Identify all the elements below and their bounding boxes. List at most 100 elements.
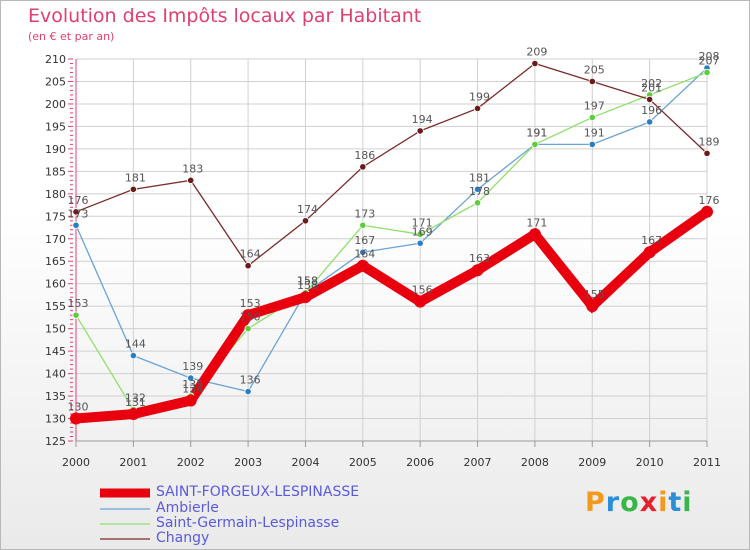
- point-saint-forgeux-lespinasse-2009: [586, 300, 599, 313]
- point-saint-germain-lespinasse-2005: [359, 221, 367, 229]
- logo-letter: P: [585, 487, 606, 518]
- point-changy-2010: [646, 95, 654, 104]
- label-saint-germain-lespinasse-2011: 207: [699, 54, 720, 67]
- point-ambierle-2001: [129, 352, 137, 360]
- xtick-label-2007: 2007: [464, 456, 492, 469]
- point-changy-2004: [301, 217, 310, 225]
- xtick-label-2000: 2000: [62, 456, 90, 469]
- point-saint-germain-lespinasse-2006: [416, 230, 424, 238]
- point-saint-germain-lespinasse-2000: [72, 311, 80, 319]
- logo-letter: t: [668, 487, 683, 518]
- point-ambierle-2003: [244, 387, 252, 396]
- label-changy-2008: 209: [526, 45, 547, 58]
- label-ambierle-2005: 167: [354, 234, 375, 247]
- point-ambierle-2000: [72, 221, 80, 229]
- logo-letter: o: [620, 487, 640, 518]
- point-saint-germain-lespinasse-2011: [703, 68, 711, 77]
- label-saint-germain-lespinasse-2000: 153: [68, 297, 89, 310]
- legend-label-saint-forgeux: SAINT-FORGEUX-LESPINASSE: [156, 484, 360, 500]
- xtick-label-2008: 2008: [521, 456, 549, 469]
- label-saint-forgeux-lespinasse-2006: 156: [412, 284, 433, 297]
- label-saint-germain-lespinasse-2004: 158: [297, 275, 318, 288]
- point-changy-2002: [187, 176, 195, 184]
- xtick-label-2006: 2006: [406, 456, 434, 469]
- label-saint-germain-lespinasse-2006: 171: [412, 216, 433, 229]
- point-saint-germain-lespinasse-2009: [588, 113, 596, 122]
- chart-title: Evolution des Impôts locaux par Habitant: [28, 5, 422, 27]
- label-saint-germain-lespinasse-2010: 202: [641, 77, 662, 90]
- point-saint-forgeux-lespinasse-2005: [356, 259, 369, 272]
- ytick-label-195: 195: [45, 120, 66, 133]
- label-saint-forgeux-lespinasse-2011: 176: [699, 194, 720, 207]
- point-saint-forgeux-lespinasse-2006: [414, 295, 427, 308]
- logo-letter: x: [639, 487, 659, 518]
- ytick-label-175: 175: [45, 210, 66, 223]
- legend-swatch-ambierle: [100, 508, 150, 510]
- logo-letter: i: [658, 487, 669, 518]
- label-ambierle-2000: 173: [68, 207, 89, 220]
- point-saint-forgeux-lespinasse-2000: [70, 412, 82, 425]
- label-changy-2007: 199: [469, 90, 490, 103]
- legend-label-changy: Changy: [156, 530, 210, 546]
- point-saint-germain-lespinasse-2007: [473, 199, 482, 207]
- point-saint-forgeux-lespinasse-2011: [701, 205, 713, 218]
- label-ambierle-2008: 191: [526, 126, 547, 139]
- label-saint-forgeux-lespinasse-2007: 163: [469, 252, 490, 265]
- label-ambierle-2011: 208: [699, 50, 720, 63]
- point-changy-2009: [588, 77, 596, 86]
- label-changy-2010: 201: [641, 81, 662, 94]
- series-line-changy: [75, 62, 708, 267]
- legend-label-saint-germain: Saint-Germain-Lespinasse: [156, 515, 340, 531]
- ytick-label-140: 140: [45, 368, 66, 381]
- label-saint-germain-lespinasse-2007: 178: [469, 185, 490, 198]
- point-saint-forgeux-lespinasse-2003: [242, 309, 255, 322]
- series-dots: [70, 59, 713, 425]
- point-changy-2007: [473, 104, 482, 113]
- ytick-label-155: 155: [45, 300, 66, 313]
- ytick-label-170: 170: [45, 233, 66, 246]
- label-ambierle-2004: 158: [297, 275, 318, 288]
- label-changy-2009: 205: [584, 63, 605, 76]
- legend-swatch-changy: [100, 538, 150, 540]
- xtick-label-2004: 2004: [291, 456, 319, 469]
- logo-letter: i: [682, 487, 693, 518]
- legend-swatch-saint-germain: [100, 523, 150, 525]
- proxiti-logo: Proxiti: [585, 487, 693, 518]
- label-saint-forgeux-lespinasse-2008: 171: [526, 216, 547, 229]
- series-lines: [75, 62, 710, 424]
- label-ambierle-2002: 139: [182, 360, 203, 373]
- point-changy-2003: [244, 262, 252, 270]
- chart-subtitle: (en € et par an): [28, 30, 115, 43]
- label-changy-2006: 194: [412, 113, 433, 126]
- label-changy-2001: 181: [125, 171, 146, 184]
- data-labels: 130 1311341531581641561631711551671761731…: [68, 45, 720, 413]
- ytick-label-205: 205: [45, 75, 66, 88]
- point-saint-forgeux-lespinasse-2008: [528, 228, 541, 241]
- ytick-label-130: 130: [45, 413, 66, 426]
- grid: [75, 58, 708, 442]
- point-ambierle-2005: [359, 248, 367, 256]
- point-changy-2000: [72, 208, 80, 216]
- label-ambierle-2007: 181: [469, 171, 490, 184]
- point-changy-2006: [416, 127, 424, 135]
- label-saint-forgeux-lespinasse-2003: 153: [240, 297, 261, 310]
- series-line-ambierle: [75, 67, 708, 393]
- xtick-label-2011: 2011: [693, 456, 721, 469]
- point-ambierle-2007: [473, 185, 482, 193]
- legend-label-ambierle: Ambierle: [156, 500, 219, 516]
- ytick-label-210: 210: [45, 53, 66, 66]
- label-saint-forgeux-lespinasse-2009: 155: [584, 288, 605, 301]
- ytick-label-150: 150: [45, 323, 66, 336]
- label-changy-2011: 189: [699, 135, 720, 148]
- ytick-label-145: 145: [45, 345, 66, 358]
- ytick-label-180: 180: [45, 188, 66, 201]
- ytick-label-185: 185: [45, 165, 66, 178]
- label-ambierle-2001: 144: [125, 338, 146, 351]
- point-changy-2005: [359, 163, 367, 171]
- legend-swatch-saint-forgeux: [100, 488, 150, 498]
- ytick-label-165: 165: [45, 255, 66, 268]
- point-ambierle-2002: [187, 374, 195, 382]
- label-saint-forgeux-lespinasse-2001: 131: [125, 396, 146, 409]
